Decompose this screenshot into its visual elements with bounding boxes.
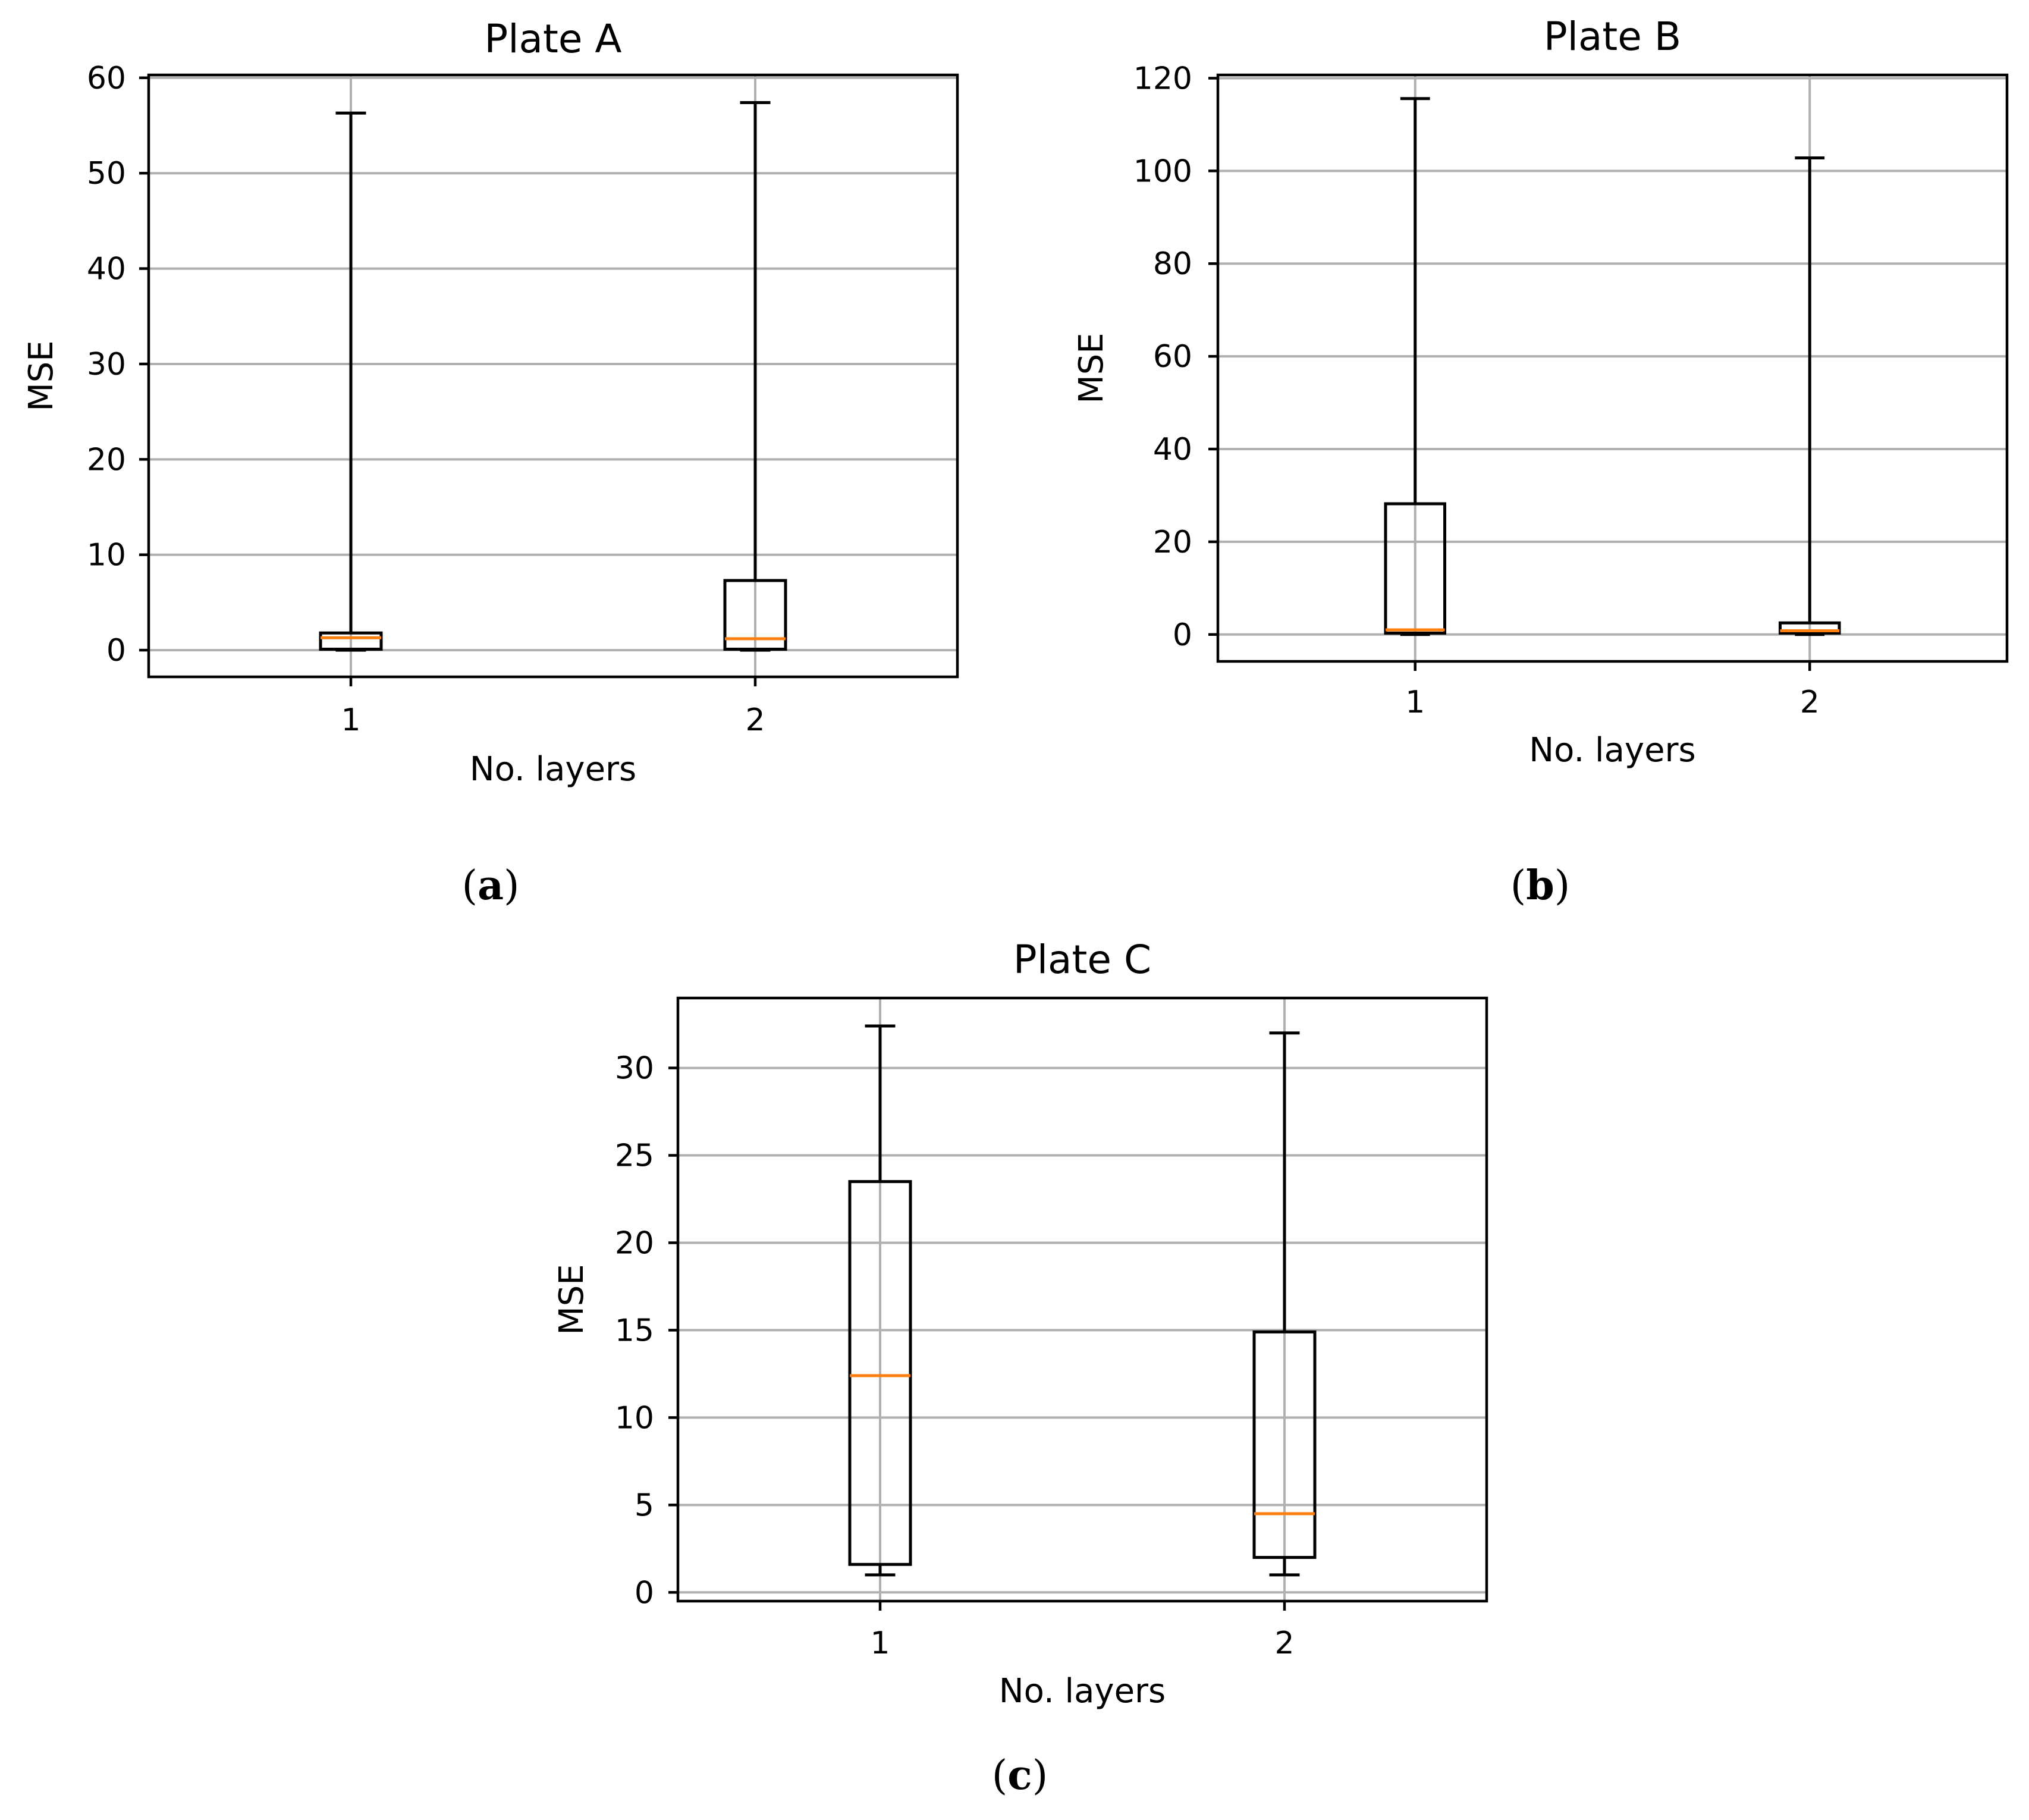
- y-axis-label: MSE: [1072, 332, 1111, 403]
- y-tick-label: 0: [106, 633, 126, 669]
- y-tick-label: 20: [615, 1225, 654, 1261]
- iqr-box: [848, 1180, 912, 1566]
- y-tick-label: 50: [87, 156, 126, 192]
- chart-panel-c: 0 5 10 15 20 25 30 1 2 Plate C No. layers MSE (c): [552, 937, 1488, 1799]
- panel-caption: (a): [461, 862, 519, 909]
- caption-letter: a: [478, 862, 504, 909]
- y-tick-label: 120: [1133, 61, 1192, 96]
- caption-paren-open: (: [992, 1752, 1008, 1799]
- x-tick-label: 1: [870, 1626, 890, 1661]
- y-tick-label: 0: [635, 1575, 654, 1611]
- x-tick-label: 2: [1274, 1626, 1294, 1661]
- caption-paren-open: (: [1510, 862, 1527, 909]
- chart-panel-a: 0 10 20 30 40 50 60 1 2 Plate A No. layers MSE (a): [22, 16, 959, 909]
- y-tick-label: 60: [87, 61, 126, 96]
- y-tick-label: 20: [1153, 525, 1192, 560]
- panel-caption: (b): [1510, 862, 1571, 909]
- caption-paren-close: ): [504, 862, 520, 909]
- y-tick-label: 80: [1153, 246, 1192, 282]
- iqr-box: [319, 631, 383, 651]
- x-axis-label: No. layers: [470, 750, 636, 789]
- y-tick-label: 5: [635, 1488, 654, 1523]
- x-axis-label: No. layers: [999, 1672, 1166, 1711]
- y-tick-label: 10: [615, 1400, 654, 1436]
- x-tick-label: 2: [745, 702, 765, 738]
- plot-frame: [676, 996, 1488, 1603]
- caption-paren-close: ): [1032, 1752, 1048, 1799]
- y-tick-label: 10: [87, 538, 126, 573]
- box-plot-1: [848, 1024, 912, 1577]
- chart-title: Plate B: [1544, 14, 1681, 59]
- box-plot-1: [319, 111, 383, 652]
- y-tick-label: 0: [1173, 617, 1192, 653]
- x-tick-label: 1: [341, 702, 360, 738]
- iqr-box: [1252, 1330, 1317, 1559]
- caption-letter: c: [1007, 1752, 1032, 1799]
- box-plot-1: [1384, 97, 1447, 636]
- y-tick-label: 30: [615, 1051, 654, 1087]
- caption-letter: b: [1526, 862, 1554, 909]
- y-tick-label: 30: [87, 347, 126, 382]
- y-axis-label: MSE: [552, 1264, 591, 1335]
- iqr-box: [1384, 502, 1447, 635]
- plot-frame: [147, 73, 959, 679]
- chart-panel-b: 0 20 40 60 80 100 120 1 2 Plate B No. layers MSE (b): [1072, 14, 2009, 909]
- y-tick-label: 40: [1153, 432, 1192, 467]
- box-plot-2: [1252, 1031, 1317, 1577]
- x-tick-label: 2: [1800, 685, 1820, 720]
- box-plot-2: [723, 101, 787, 652]
- plot-frame: [1216, 73, 2009, 663]
- box-plot-2: [1778, 156, 1841, 636]
- y-tick-label: 25: [615, 1138, 654, 1174]
- y-tick-label: 60: [1153, 339, 1192, 375]
- x-axis-label: No. layers: [1529, 731, 1695, 770]
- panel-caption: (c): [992, 1752, 1048, 1799]
- caption-paren-open: (: [461, 862, 478, 909]
- iqr-box: [723, 579, 787, 651]
- y-tick-label: 20: [87, 442, 126, 478]
- caption-paren-close: ): [1554, 862, 1571, 909]
- chart-title: Plate C: [1013, 937, 1151, 983]
- x-tick-label: 1: [1405, 685, 1425, 720]
- y-tick-label: 40: [87, 252, 126, 287]
- y-tick-label: 15: [615, 1313, 654, 1348]
- y-tick-label: 100: [1133, 153, 1192, 189]
- y-axis-label: MSE: [22, 340, 61, 411]
- iqr-box: [1778, 621, 1841, 635]
- chart-title: Plate A: [484, 16, 621, 62]
